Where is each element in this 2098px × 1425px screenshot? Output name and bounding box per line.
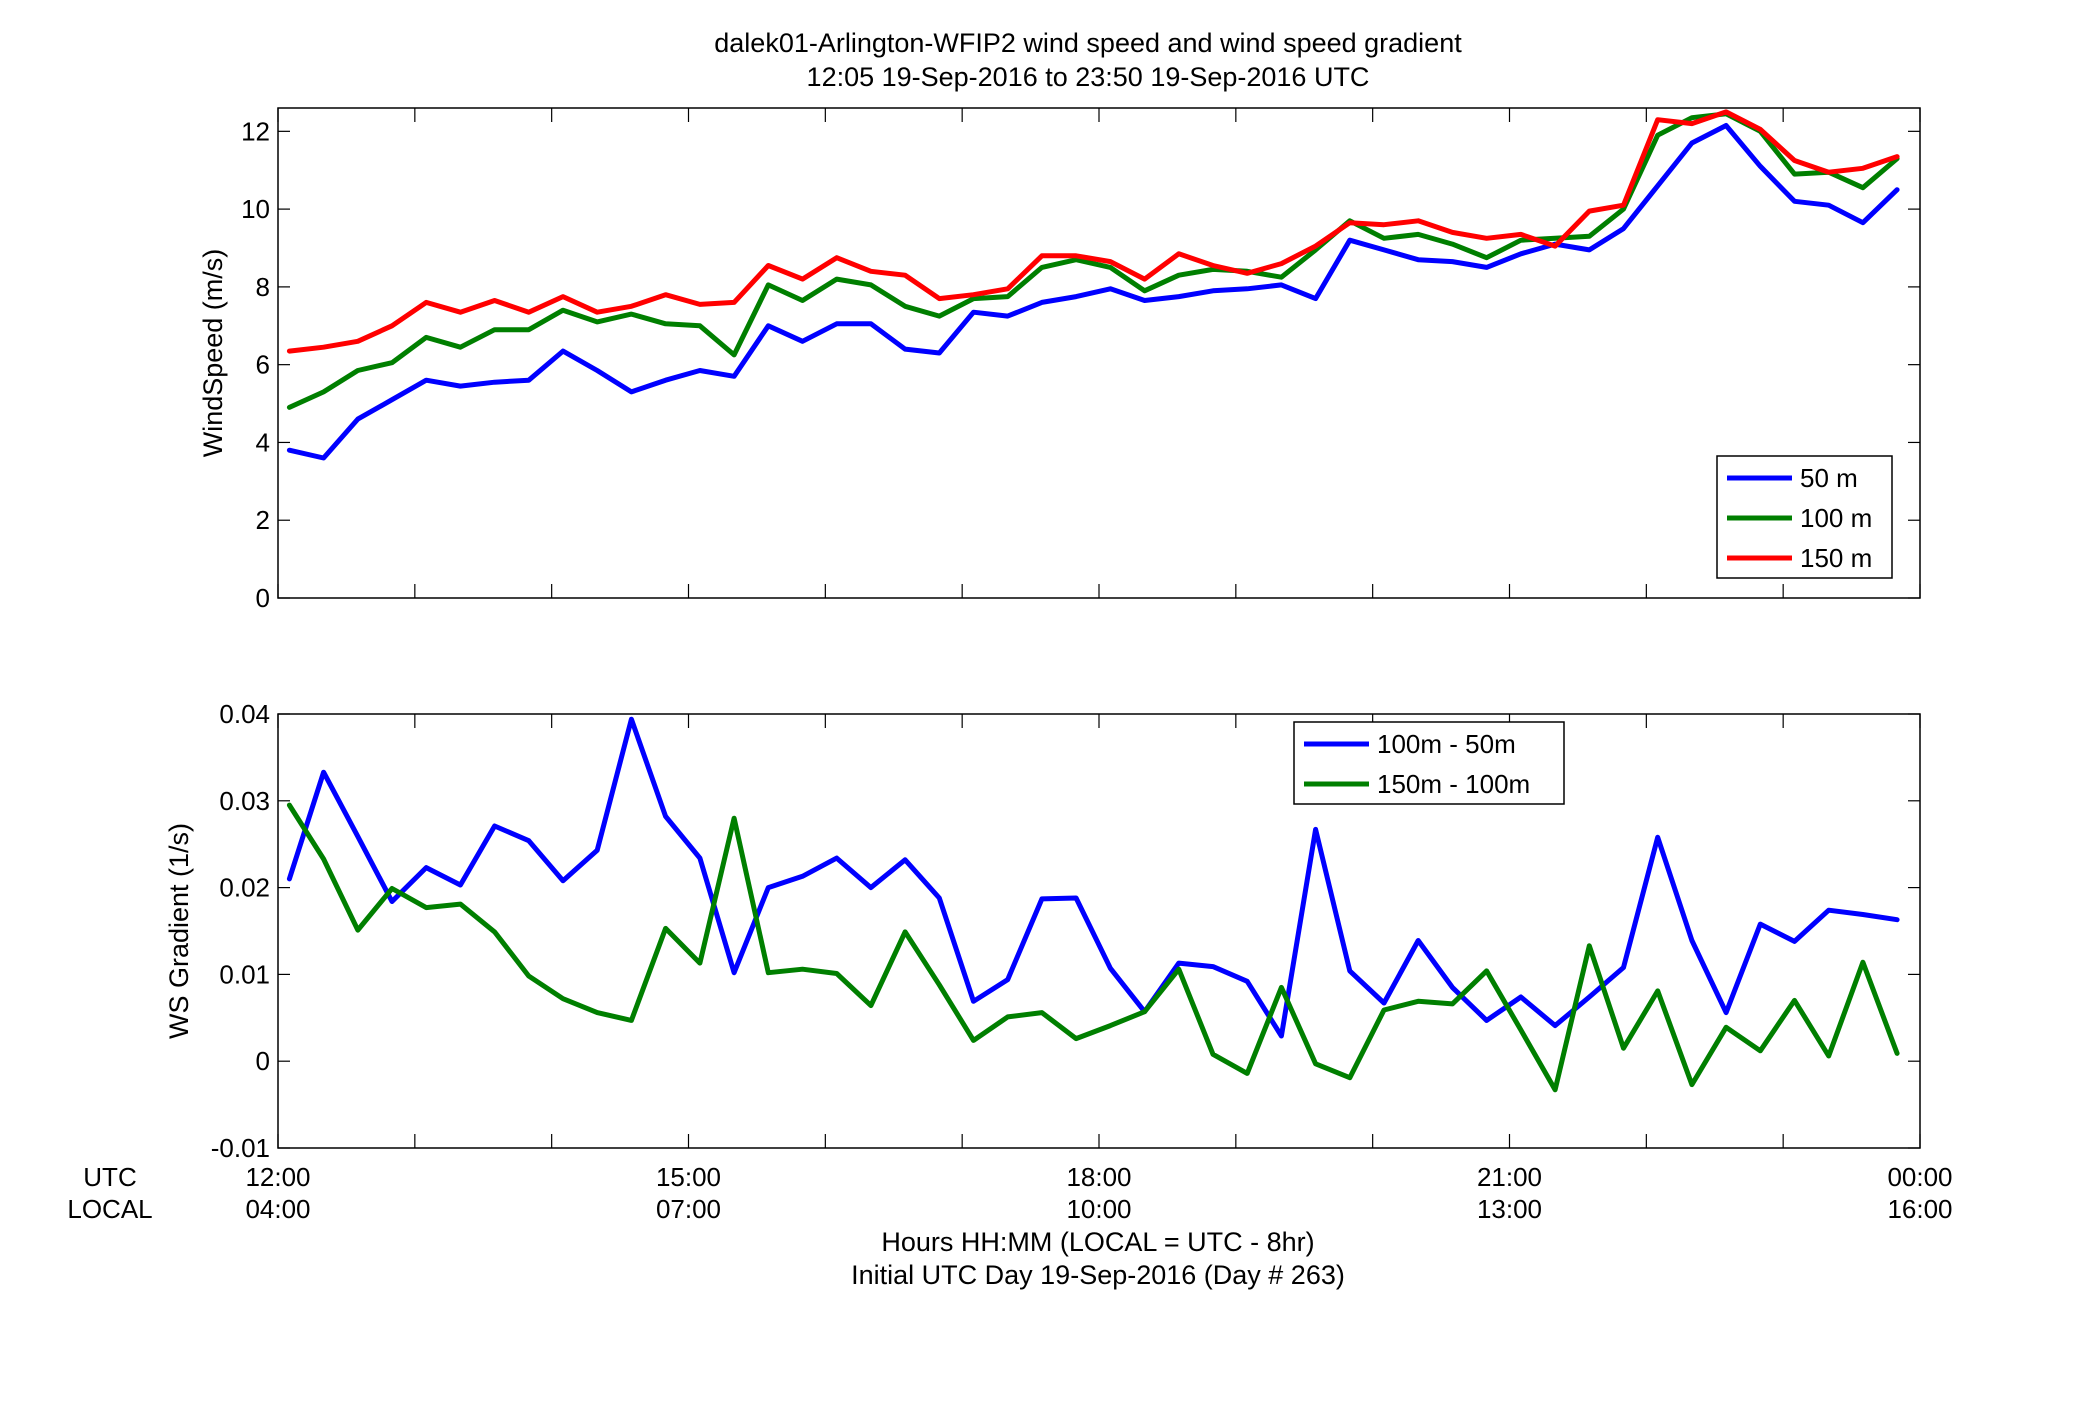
windspeed-series-50m <box>286 123 1900 461</box>
windspeed-y-axis-title: WindSpeed (m/s) <box>198 249 228 458</box>
x-axis-title-line1: Hours HH:MM (LOCAL = UTC - 8hr) <box>881 1227 1314 1257</box>
utc-row-label: UTC <box>83 1162 136 1192</box>
x-axis-title-line2: Initial UTC Day 19-Sep-2016 (Day # 263) <box>851 1260 1345 1290</box>
windspeed-y-ticks: 0 2 4 6 8 10 12 <box>241 116 1920 613</box>
windspeed-y-tick-label: 8 <box>256 272 270 302</box>
x-tick-label-utc: 12:00 <box>245 1162 310 1192</box>
windspeed-panel: 0 2 4 6 8 10 12 WindSpeed (m/s) 50 m 100 m 150… <box>198 107 1921 613</box>
x-tick-label-utc: 15:00 <box>656 1162 721 1192</box>
legend-label-100m: 100 m <box>1800 503 1872 533</box>
gradient-series-150m-100m <box>286 802 1900 1093</box>
gradient-lines <box>286 716 1900 1093</box>
windspeed-y-tick-label: 10 <box>241 194 270 224</box>
x-tick-label-local: 04:00 <box>245 1194 310 1224</box>
legend-label-100m-50m: 100m - 50m <box>1377 729 1516 759</box>
windspeed-series-150m <box>286 109 1900 354</box>
gradient-y-tick-label: 0.03 <box>219 786 270 816</box>
x-tick-label-local: 16:00 <box>1887 1194 1952 1224</box>
figure-title-line2: 12:05 19-Sep-2016 to 23:50 19-Sep-2016 U… <box>807 62 1370 92</box>
gradient-y-tick-label: 0 <box>256 1046 270 1076</box>
gradient-panel: -0.01 0 0.01 0.02 0.03 0.04 WS Gradient (1/s)… <box>164 699 1921 1163</box>
x-tick-label-utc: 18:00 <box>1066 1162 1131 1192</box>
windspeed-y-tick-label: 0 <box>256 583 270 613</box>
x-tick-label-local: 07:00 <box>656 1194 721 1224</box>
windspeed-axes-box <box>277 107 1921 599</box>
gradient-y-tick-label: -0.01 <box>211 1133 270 1163</box>
gradient-y-tick-label: 0.02 <box>219 873 270 903</box>
gradient-legend-box <box>1293 721 1565 805</box>
x-tick-label-local: 13:00 <box>1477 1194 1542 1224</box>
legend-label-50m: 50 m <box>1800 463 1858 493</box>
gradient-y-tick-label: 0.01 <box>219 959 270 989</box>
x-tick-label-utc: 00:00 <box>1887 1162 1952 1192</box>
x-tick-label-local: 10:00 <box>1066 1194 1131 1224</box>
local-row-label: LOCAL <box>67 1194 152 1224</box>
legend-label-150m: 150 m <box>1800 543 1872 573</box>
gradient-legend: 100m - 50m 150m - 100m <box>1293 721 1565 805</box>
windspeed-x-ticks <box>277 108 1921 598</box>
gradient-axes-box <box>277 713 1921 1149</box>
windspeed-y-tick-label: 2 <box>256 505 270 535</box>
gradient-y-tick-label: 0.04 <box>219 699 270 729</box>
x-tick-label-utc: 21:00 <box>1477 1162 1542 1192</box>
windspeed-y-tick-label: 12 <box>241 116 270 146</box>
windspeed-y-tick-label: 6 <box>256 350 270 380</box>
gradient-y-axis-title: WS Gradient (1/s) <box>164 823 194 1039</box>
legend-label-150m-100m: 150m - 100m <box>1377 769 1530 799</box>
windspeed-y-tick-label: 4 <box>256 427 270 457</box>
gradient-x-ticks <box>277 714 1921 1148</box>
windspeed-legend: 50 m 100 m 150 m <box>1716 455 1893 579</box>
figure-title-line1: dalek01-Arlington-WFIP2 wind speed and w… <box>714 28 1462 58</box>
windspeed-lines <box>286 109 1900 461</box>
gradient-y-ticks: -0.01 0 0.01 0.02 0.03 0.04 <box>211 699 1920 1163</box>
gradient-series-100m-50m <box>286 716 1900 1039</box>
